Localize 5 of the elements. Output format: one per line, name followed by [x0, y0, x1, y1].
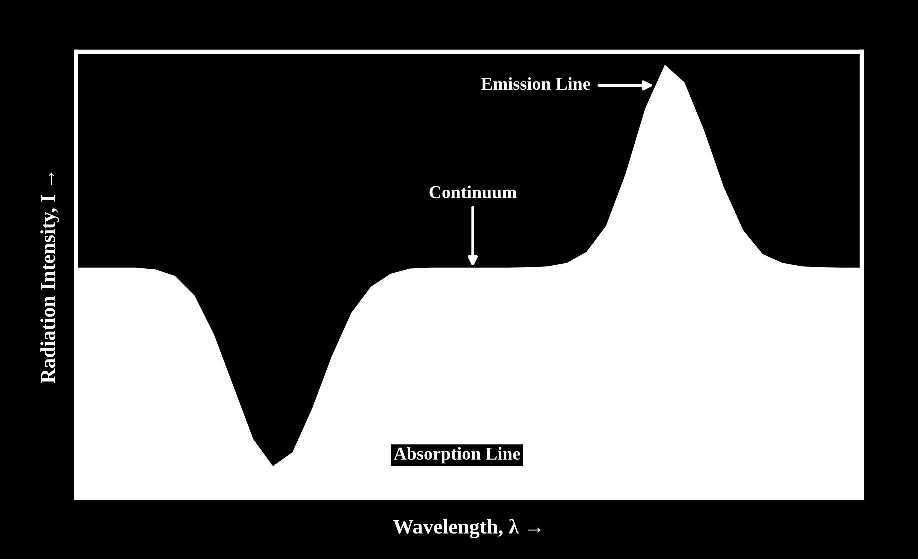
annotation: Continuum — [430, 186, 517, 199]
annotation: Absorption Line — [394, 447, 520, 464]
x-axis-title: Wavelength, λ → — [393, 519, 541, 538]
annotation: Emission Line — [481, 77, 590, 90]
y-axis-title: Radiation Intensity, I → — [40, 172, 60, 384]
